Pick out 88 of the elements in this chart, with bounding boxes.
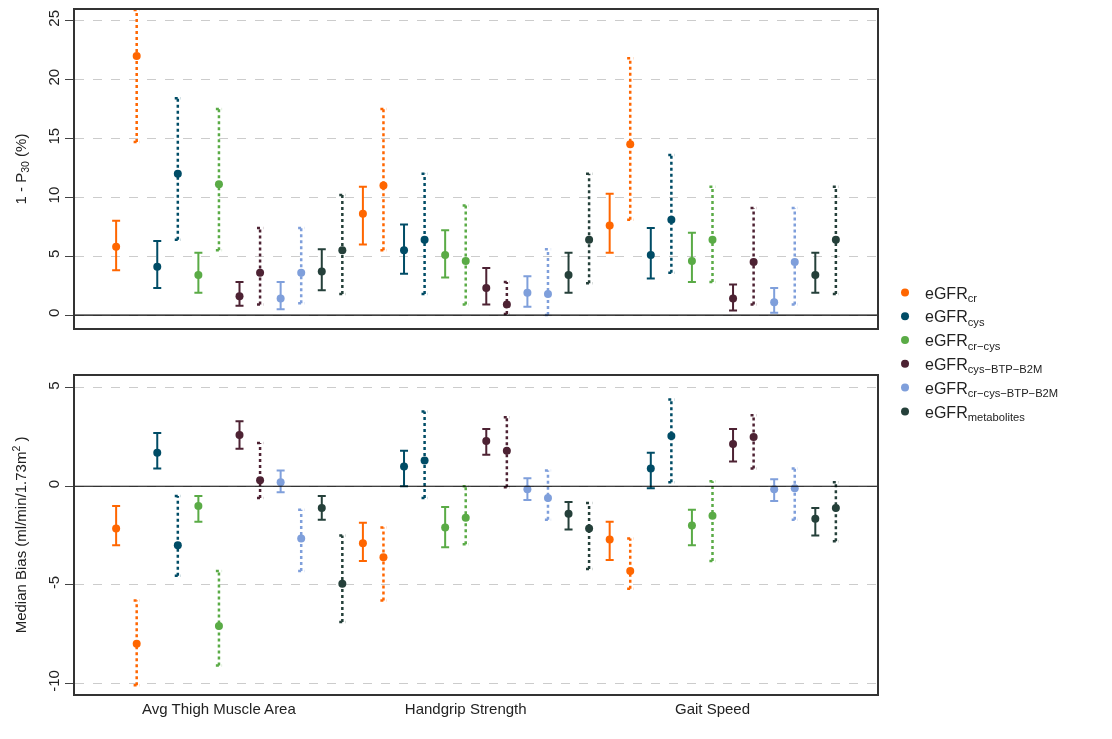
point [729, 294, 738, 303]
point [400, 246, 409, 255]
point [831, 235, 840, 244]
y-tick-label: 5 [45, 249, 63, 259]
y-tick-label: -10 [45, 670, 63, 692]
point [153, 262, 162, 271]
point [173, 541, 182, 550]
y-tick-label: 5 [45, 381, 63, 390]
point [297, 268, 306, 277]
point [173, 169, 182, 178]
point [790, 258, 799, 267]
x-tick-label: Handgrip Strength [404, 699, 527, 717]
point [317, 267, 326, 276]
point [441, 251, 450, 260]
legend-label: eGFR$_{cr}$ [925, 284, 978, 304]
point [585, 524, 594, 533]
point [502, 446, 511, 455]
point [564, 271, 573, 280]
point [297, 534, 306, 543]
point [502, 300, 511, 309]
point [626, 566, 635, 575]
point [605, 221, 614, 230]
point [811, 271, 820, 280]
point [153, 448, 162, 457]
legend-label: eGFR$_{metabolites}$ [925, 403, 1026, 423]
point [687, 256, 696, 265]
point [379, 553, 388, 562]
point [132, 51, 141, 60]
point [256, 476, 265, 485]
point [564, 509, 573, 518]
x-tick-label: Gait Speed [674, 699, 751, 717]
point [482, 284, 491, 293]
point [214, 622, 223, 631]
point [276, 294, 285, 303]
point [276, 478, 285, 487]
point [112, 242, 121, 251]
point [482, 436, 491, 445]
point [256, 268, 265, 277]
y-tick-label: 20 [45, 68, 63, 86]
point [112, 524, 121, 533]
point [523, 288, 532, 297]
point [585, 235, 594, 244]
y-tick-label: -5 [45, 575, 63, 590]
point [687, 521, 696, 530]
point [358, 209, 367, 218]
point [441, 523, 450, 532]
legend-label: eGFR$_{cys−BTP−B2M}$ [925, 356, 1043, 376]
point [194, 271, 203, 280]
point [461, 256, 470, 265]
point [358, 539, 367, 548]
y-tick-label: 0 [45, 308, 63, 318]
point [338, 579, 347, 588]
y-tick-label: 15 [45, 127, 63, 145]
point [420, 235, 429, 244]
point [749, 432, 758, 441]
point [667, 215, 676, 224]
point [235, 292, 244, 301]
point [317, 503, 326, 512]
point [605, 535, 614, 544]
point [379, 181, 388, 190]
point [461, 513, 470, 522]
point [400, 462, 409, 471]
x-tick-label: Avg Thigh Muscle Area [142, 699, 297, 717]
point [132, 639, 141, 648]
y-tick-label: 0 [45, 479, 63, 489]
legend-label: eGFR$_{cr−cys}$ [925, 332, 1001, 352]
point [214, 180, 223, 189]
point [729, 439, 738, 448]
legend-label: eGFR$_{cys}$ [925, 308, 985, 328]
point [543, 289, 552, 298]
point [749, 258, 758, 267]
point [420, 456, 429, 465]
point [646, 464, 655, 473]
point [194, 501, 203, 510]
point [708, 511, 717, 520]
legend-label: eGFR$_{cr−cys−BTP−B2M}$ [925, 379, 1059, 400]
point [811, 514, 820, 523]
point [338, 246, 347, 255]
point [708, 235, 717, 244]
point [235, 431, 244, 440]
point [646, 251, 655, 260]
point [543, 494, 552, 503]
point [831, 503, 840, 512]
y-tick-label: 10 [45, 186, 63, 204]
point [667, 432, 676, 441]
point [626, 140, 635, 149]
y-tick-label: 25 [45, 10, 63, 27]
point [770, 298, 779, 307]
